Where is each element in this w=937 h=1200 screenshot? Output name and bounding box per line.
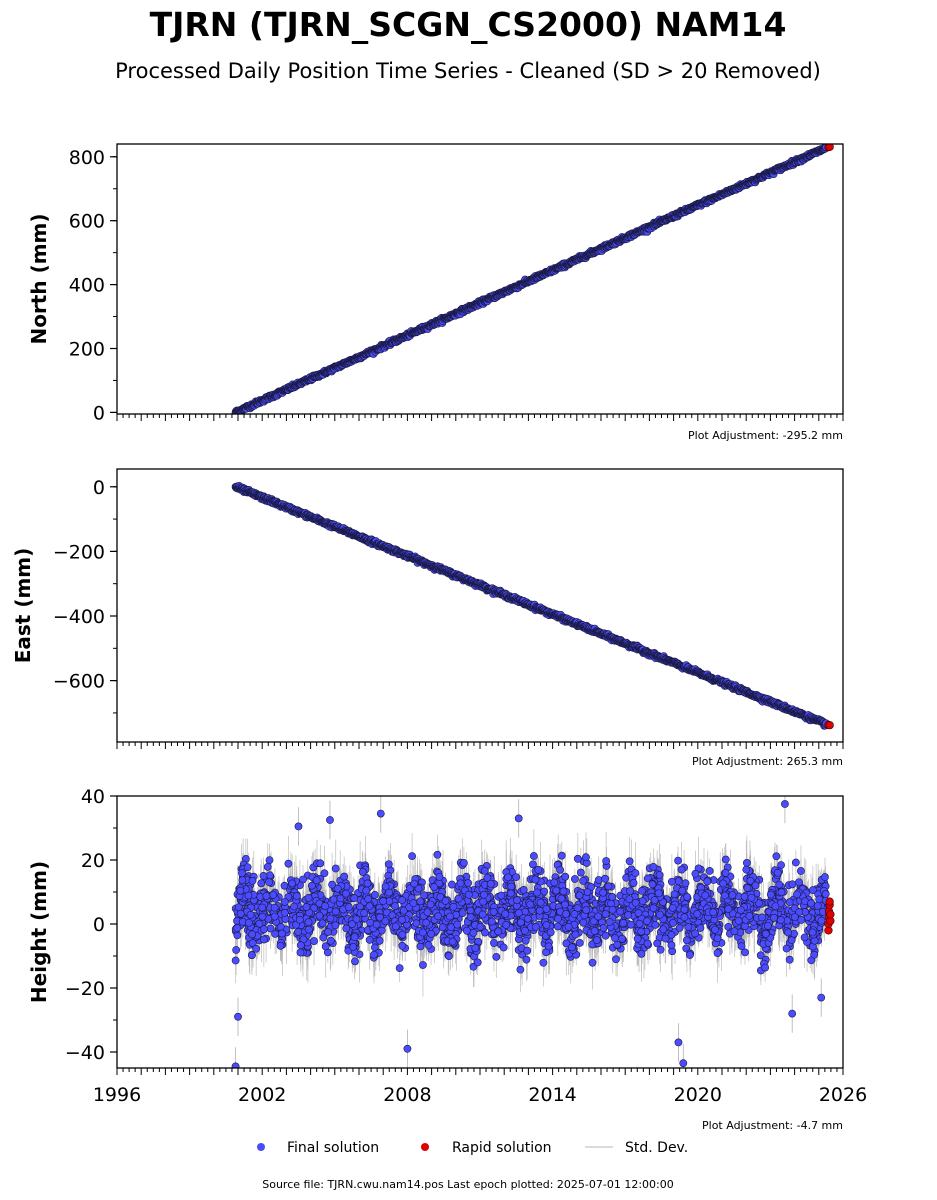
axes-frame bbox=[116, 468, 844, 743]
panel-1: 0 200 400 600 800 North (mm) Plot Adjustment: … bbox=[27, 143, 844, 442]
y-tick-label: 400 bbox=[69, 275, 105, 297]
plot-area bbox=[231, 481, 834, 730]
y-tick-label: 200 bbox=[69, 338, 105, 360]
y-tick-label: 800 bbox=[69, 147, 105, 169]
y-tick-label: 600 bbox=[69, 211, 105, 233]
y-tick-label: −400 bbox=[53, 606, 105, 628]
plot-adjustment-note: Plot Adjustment: -295.2 mm bbox=[688, 429, 843, 442]
rapid-point bbox=[825, 144, 834, 151]
data-points bbox=[231, 482, 834, 730]
data-points bbox=[231, 144, 834, 414]
plot-area bbox=[231, 144, 834, 414]
rapid-point bbox=[825, 721, 834, 730]
plot-adjustment-note: Plot Adjustment: 265.3 mm bbox=[692, 755, 843, 768]
plot-area bbox=[231, 796, 835, 1068]
y-tick-label: 0 bbox=[93, 402, 105, 424]
panel-2: 0 −200 −400 −600 East (mm) Plot Adjustment: 2… bbox=[11, 468, 844, 768]
chart-title: TJRN (TJRN_SCGN_CS2000) NAM14 bbox=[150, 5, 787, 44]
chart-subtitle: Processed Daily Position Time Series - C… bbox=[115, 59, 821, 83]
y-tick-label: 0 bbox=[93, 477, 105, 499]
y-tick-label: −200 bbox=[53, 541, 105, 563]
y-axis-label: North (mm) bbox=[27, 213, 51, 344]
y-axis-label: East (mm) bbox=[11, 548, 35, 664]
panels: 0 200 400 600 800 North (mm) Plot Adjustment: … bbox=[11, 143, 867, 1132]
y-tick-label: −600 bbox=[53, 671, 105, 693]
